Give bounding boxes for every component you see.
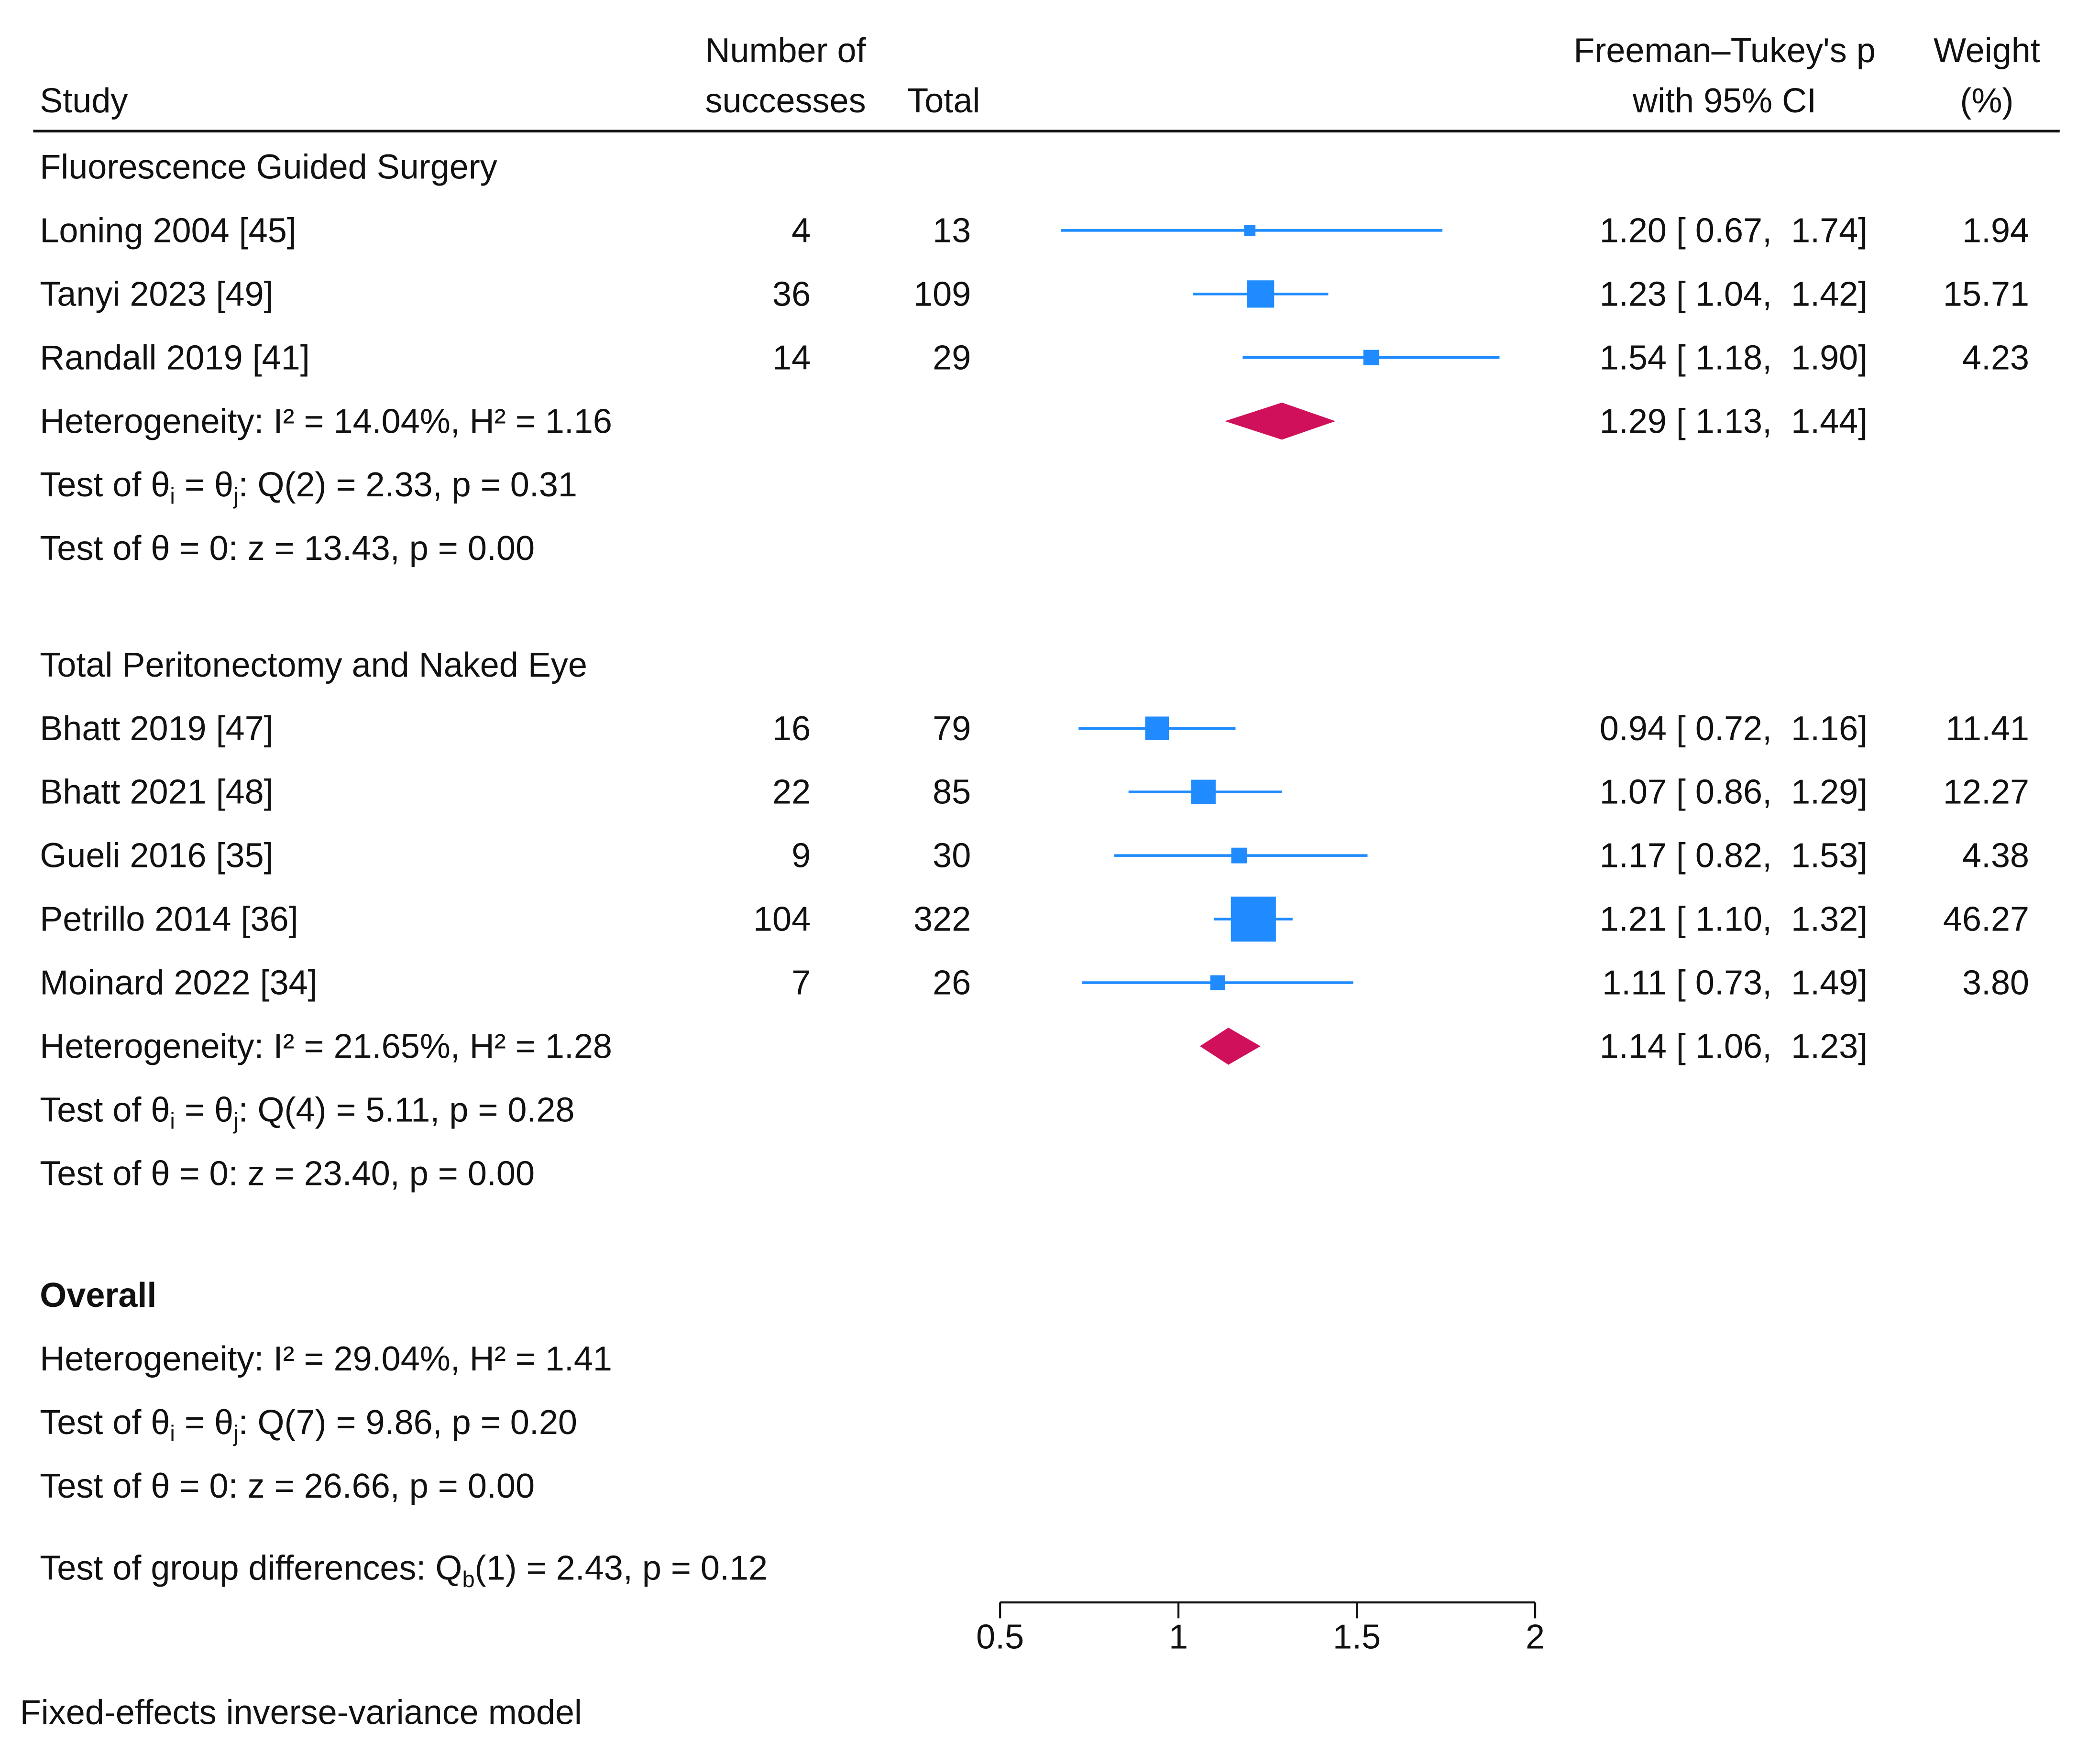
text-segment: : Q(4) = 5.11, p = 0.28: [238, 1091, 574, 1129]
overall-title: Overall: [40, 1276, 156, 1315]
effect-label: 1.21 [ 1.10, 1.32]: [1600, 900, 1868, 939]
study-name: Randall 2019 [41]: [40, 339, 309, 377]
z-test: Test of θ = 0: z = 26.66, p = 0.00: [40, 1467, 535, 1505]
effect-label: 1.17 [ 0.82, 1.53]: [1600, 837, 1868, 875]
column-header: Study: [40, 82, 128, 120]
homogeneity-test: Test of θi = θj: Q(4) = 5.11, p = 0.28: [40, 1091, 574, 1134]
weight: 11.41: [1945, 710, 2029, 748]
text-segment: i: [170, 1108, 175, 1134]
weight: 15.71: [1943, 275, 2029, 313]
study-name: Gueli 2016 [35]: [40, 837, 273, 875]
text-segment: j: [232, 1421, 238, 1446]
total: 26: [933, 964, 971, 1002]
text-segment: Test of θ: [40, 1091, 170, 1129]
group-title: Total Peritonectomy and Naked Eye: [40, 646, 587, 684]
weight: 4.23: [1962, 339, 2029, 377]
effect-label: 1.20 [ 0.67, 1.74]: [1600, 211, 1868, 250]
text-segment: = θ: [175, 466, 233, 504]
text-segment: : Q(7) = 9.86, p = 0.20: [238, 1403, 577, 1442]
total: 30: [933, 837, 971, 875]
x-tick-label: 1: [1169, 1618, 1188, 1656]
study-name: Bhatt 2019 [47]: [40, 710, 273, 748]
successes: 16: [772, 710, 811, 748]
total: 322: [913, 900, 971, 939]
study-marker: [1231, 847, 1247, 864]
x-tick-label: 2: [1526, 1618, 1545, 1656]
group-test: Test of group differences: Qb(1) = 2.43,…: [40, 1549, 768, 1592]
text-segment: j: [232, 483, 238, 509]
text-segment: = θ: [175, 1091, 233, 1129]
effect-label: 1.14 [ 1.06, 1.23]: [1600, 1027, 1868, 1065]
text-segment: (1) = 2.43, p = 0.12: [475, 1549, 768, 1588]
column-header: (%): [1960, 82, 2013, 120]
study-marker: [1231, 897, 1276, 942]
text-segment: = θ: [175, 1403, 233, 1442]
effect-label: 1.54 [ 1.18, 1.90]: [1600, 339, 1868, 377]
total: 85: [933, 773, 971, 811]
study-marker: [1191, 779, 1216, 804]
effect-label: 1.11 [ 0.73, 1.49]: [1602, 964, 1868, 1002]
text-segment: Test of group differences: Q: [40, 1549, 462, 1588]
column-header: Total: [907, 82, 980, 120]
study-marker: [1247, 280, 1275, 308]
column-header: Weight: [1934, 32, 2040, 70]
total: 29: [933, 339, 971, 377]
successes: 14: [772, 339, 811, 377]
effect-label: 1.29 [ 1.13, 1.44]: [1600, 402, 1868, 440]
homogeneity-test: Test of θi = θj: Q(2) = 2.33, p = 0.31: [40, 466, 577, 509]
effect-label: 0.94 [ 0.72, 1.16]: [1600, 710, 1868, 748]
successes: 22: [772, 773, 811, 811]
column-header: successes: [705, 82, 866, 120]
column-header: Freeman–Tukey's p: [1573, 32, 1875, 70]
study-marker: [1210, 975, 1225, 990]
successes: 9: [791, 837, 811, 875]
text-segment: i: [170, 483, 175, 509]
total: 79: [933, 710, 971, 748]
text-segment: : Q(2) = 2.33, p = 0.31: [238, 466, 577, 504]
successes: 7: [791, 964, 811, 1002]
study-marker: [1244, 225, 1256, 236]
weight: 1.94: [1962, 211, 2029, 250]
text-segment: Test of θ: [40, 1403, 170, 1442]
summary-diamond: [1199, 1028, 1261, 1065]
study-name: Bhatt 2021 [48]: [40, 773, 273, 811]
column-header: with 95% CI: [1632, 82, 1816, 120]
z-test: Test of θ = 0: z = 23.40, p = 0.00: [40, 1154, 535, 1193]
weight: 3.80: [1962, 964, 2029, 1002]
text-segment: j: [232, 1108, 238, 1134]
z-test: Test of θ = 0: z = 13.43, p = 0.00: [40, 529, 535, 568]
successes: 104: [753, 900, 811, 939]
weight: 4.38: [1962, 837, 2029, 875]
heterogeneity: Heterogeneity: I² = 29.04%, H² = 1.41: [40, 1340, 612, 1378]
text-segment: i: [170, 1421, 175, 1446]
summary-diamond: [1225, 402, 1336, 440]
total: 13: [933, 211, 971, 250]
study-marker: [1363, 350, 1379, 365]
column-header: Number of: [705, 32, 866, 70]
heterogeneity: Heterogeneity: I² = 14.04%, H² = 1.16: [40, 402, 612, 440]
effect-label: 1.23 [ 1.04, 1.42]: [1600, 275, 1868, 313]
text-segment: b: [462, 1567, 474, 1592]
study-name: Moinard 2022 [34]: [40, 964, 317, 1002]
x-tick-label: 0.5: [976, 1618, 1024, 1656]
weight: 46.27: [1943, 900, 2029, 939]
successes: 4: [791, 211, 811, 250]
x-tick-label: 1.5: [1333, 1618, 1381, 1656]
study-name: Loning 2004 [45]: [40, 211, 296, 250]
text-segment: Test of θ: [40, 466, 170, 504]
weight: 12.27: [1943, 773, 2029, 811]
footnote: Fixed-effects inverse-variance model: [20, 1694, 582, 1732]
heterogeneity: Heterogeneity: I² = 21.65%, H² = 1.28: [40, 1027, 612, 1065]
effect-label: 1.07 [ 0.86, 1.29]: [1600, 773, 1868, 811]
total: 109: [913, 275, 971, 313]
group-title: Fluorescence Guided Surgery: [40, 148, 497, 186]
study-marker: [1145, 716, 1169, 740]
homogeneity-test: Test of θi = θj: Q(7) = 9.86, p = 0.20: [40, 1403, 577, 1446]
successes: 36: [772, 275, 811, 313]
study-name: Petrillo 2014 [36]: [40, 900, 298, 939]
study-name: Tanyi 2023 [49]: [40, 275, 273, 313]
